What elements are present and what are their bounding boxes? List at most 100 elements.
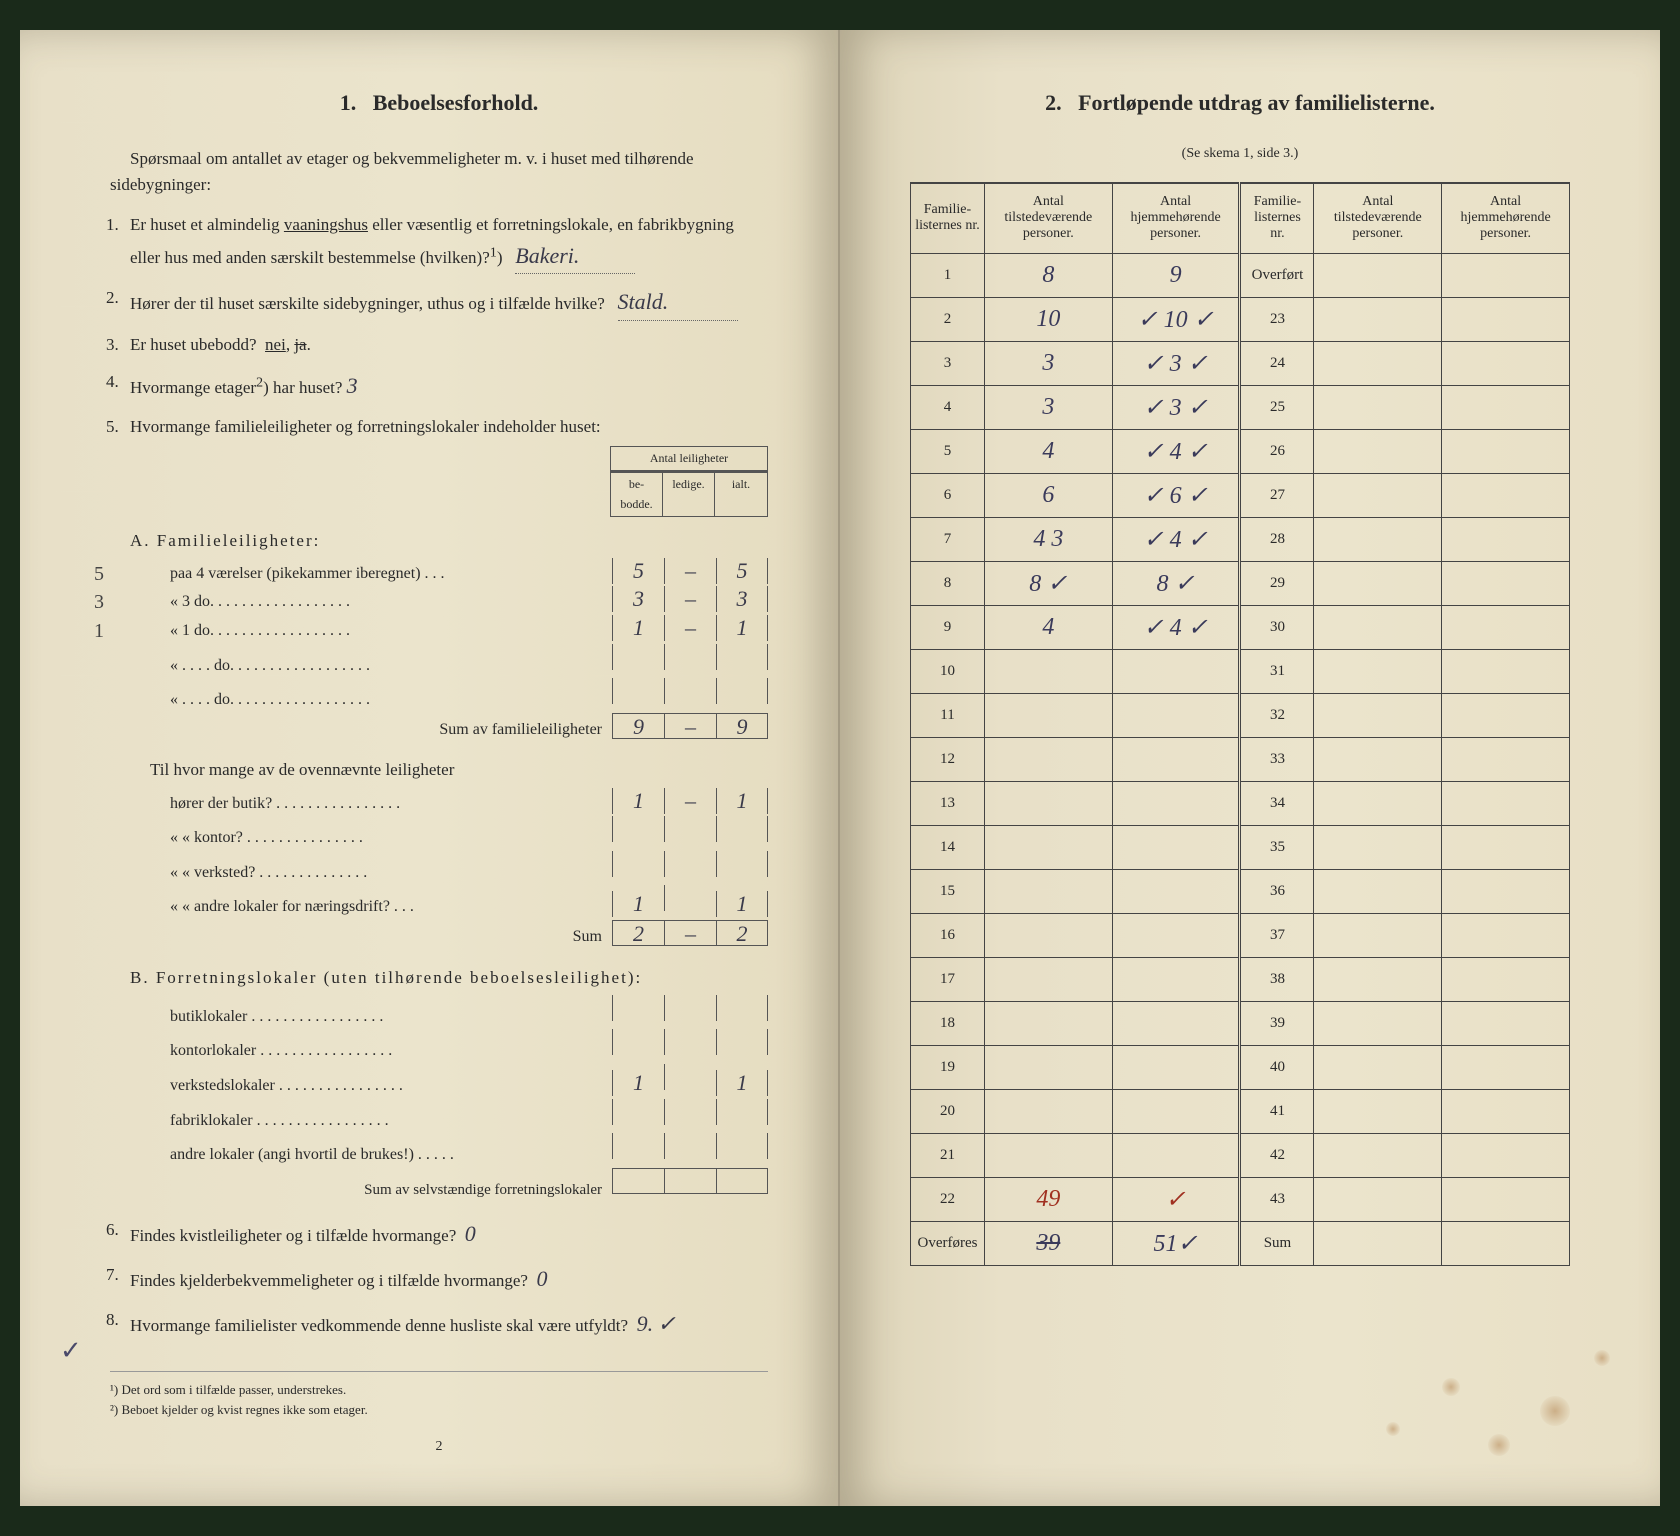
family-table-row: 189Overført [911, 253, 1570, 297]
row-home-left [1112, 1001, 1240, 1045]
row-home-left [1112, 649, 1240, 693]
q5b-sum-row: Sum av selvstændige forretningslokaler [130, 1168, 768, 1202]
row-home-right [1442, 297, 1570, 341]
th-3: Antal hjemmehørende personer. [1112, 183, 1240, 253]
question-8: 8. Hvormange familielister vedkommende d… [130, 1306, 768, 1341]
q5b-row-label: butiklokaler . . . . . . . . . . . . . .… [170, 1004, 612, 1030]
q5a-row-v1 [612, 644, 664, 670]
family-table-row: Overføres3951✓Sum [911, 1221, 1570, 1265]
row-present-right [1314, 693, 1442, 737]
row-present-right [1314, 1133, 1442, 1177]
row-home-left [1112, 693, 1240, 737]
row-num-right: 29 [1240, 561, 1314, 605]
row-home-right [1442, 737, 1570, 781]
q5a-row-v3: 3 [716, 586, 768, 612]
row-num-left: 19 [911, 1045, 985, 1089]
page-number-left: 2 [110, 1439, 768, 1455]
q5a-sub2-row-v1 [612, 816, 664, 842]
q5a-sub2-sum-row: Sum 2 – 2 [130, 920, 768, 950]
q5b-row-v2 [664, 1064, 716, 1090]
row-num-left: 1 [911, 253, 985, 297]
row-present-left [984, 649, 1112, 693]
row-present-right [1314, 253, 1442, 297]
row-home-left: ✓ 3 ✓ [1112, 385, 1240, 429]
row-present-right [1314, 297, 1442, 341]
q5a-margin-count: 5 [94, 558, 104, 590]
q5a-sub2-row-v1: 1 [612, 891, 664, 917]
section-2-subtitle: (Se skema 1, side 3.) [910, 146, 1570, 162]
row-home-left: 8 ✓ [1112, 561, 1240, 605]
row-home-right [1442, 253, 1570, 297]
question-5: 5. Hvormange familieleiligheter og forre… [130, 413, 768, 1202]
q5a-row: 5paa 4 værelser (pikekammer iberegnet) .… [130, 558, 768, 587]
q5b-sum-label: Sum av selvstændige forretningslokaler [130, 1178, 612, 1202]
q4-text-b: ) har huset? [263, 378, 342, 397]
q5a-sub2-row: hører der butik? . . . . . . . . . . . .… [130, 788, 768, 817]
q5-table-header: Antal leiligheter [610, 446, 768, 472]
q5a-row-v2: – [664, 558, 716, 584]
row-num-left: 11 [911, 693, 985, 737]
row-present-left: 6 [984, 473, 1112, 517]
row-num-right: 37 [1240, 913, 1314, 957]
q5a-margin-count: 1 [94, 615, 104, 647]
row-num-left: 12 [911, 737, 985, 781]
q5a-row-v2 [664, 678, 716, 704]
row-num-left: 18 [911, 1001, 985, 1045]
q5a-sub2-sum-v2: – [664, 920, 716, 946]
row-home-left [1112, 781, 1240, 825]
row-home-left: ✓ [1112, 1177, 1240, 1221]
row-present-left [984, 957, 1112, 1001]
family-table-row: 2249✓43 [911, 1177, 1570, 1221]
q5-header-top: Antal leiligheter [611, 447, 767, 471]
q5b-row: fabriklokaler . . . . . . . . . . . . . … [130, 1099, 768, 1134]
row-home-left: 51✓ [1112, 1221, 1240, 1265]
q8-text: Hvormange familielister vedkommende denn… [130, 1316, 628, 1335]
row-home-right [1442, 869, 1570, 913]
row-num-right: 27 [1240, 473, 1314, 517]
row-home-left [1112, 825, 1240, 869]
family-table-row: 1536 [911, 869, 1570, 913]
q5a-sub2-row-label: « « andre lokaler for næringsdrift? . . … [170, 894, 612, 920]
row-home-left [1112, 737, 1240, 781]
q6-text: Findes kvistleiligheter og i tilfælde hv… [130, 1226, 456, 1245]
q5b-row-v2 [664, 995, 716, 1021]
row-present-left: 4 3 [984, 517, 1112, 561]
section-1-heading: Beboelsesforhold. [373, 90, 539, 115]
q5b-sum-v1 [612, 1168, 664, 1194]
row-present-left: 8 ✓ [984, 561, 1112, 605]
question-3: 3. Er huset ubebodd? nei, ja. [130, 331, 768, 358]
q5b-row-label: verkstedslokaler . . . . . . . . . . . .… [170, 1073, 612, 1099]
q2-answer: Stald. [618, 284, 738, 320]
row-home-right [1442, 1089, 1570, 1133]
q5a-row-label: « . . . . do. . . . . . . . . . . . . . … [170, 653, 612, 679]
row-num-left: 16 [911, 913, 985, 957]
family-table-row: 2041 [911, 1089, 1570, 1133]
row-num-left: 14 [911, 825, 985, 869]
q5b-row-label: fabriklokaler . . . . . . . . . . . . . … [170, 1108, 612, 1134]
q5a-row-v2: – [664, 586, 716, 612]
row-home-left [1112, 869, 1240, 913]
row-num-right: 23 [1240, 297, 1314, 341]
question-2: 2. Hører der til huset særskilte sidebyg… [130, 284, 768, 320]
family-table-row: 1132 [911, 693, 1570, 737]
th-4: Familie- listernes nr. [1240, 183, 1314, 253]
row-num-right: 34 [1240, 781, 1314, 825]
stain-icon [1594, 1350, 1610, 1366]
q5a-sub2-rows: hører der butik? . . . . . . . . . . . .… [130, 788, 768, 920]
q5a-row-v2 [664, 644, 716, 670]
row-home-right [1442, 693, 1570, 737]
row-present-right [1314, 825, 1442, 869]
th-1: Familie- listernes nr. [911, 183, 985, 253]
q5a-row-v2: – [664, 615, 716, 641]
q5a-row-v3 [716, 678, 768, 704]
row-num-right: 30 [1240, 605, 1314, 649]
q5b-rows: butiklokaler . . . . . . . . . . . . . .… [130, 995, 768, 1168]
q5b-row-v2 [664, 1099, 716, 1125]
row-home-right [1442, 1001, 1570, 1045]
q5a-row-label: paa 4 værelser (pikekammer iberegnet) . … [170, 561, 612, 587]
row-home-right [1442, 825, 1570, 869]
family-table-row: 66✓ 6 ✓27 [911, 473, 1570, 517]
row-present-left: 3 [984, 341, 1112, 385]
q5a-row-label: « 3 do. . . . . . . . . . . . . . . . . … [170, 589, 612, 615]
q5a-sum-v1: 9 [612, 713, 664, 739]
